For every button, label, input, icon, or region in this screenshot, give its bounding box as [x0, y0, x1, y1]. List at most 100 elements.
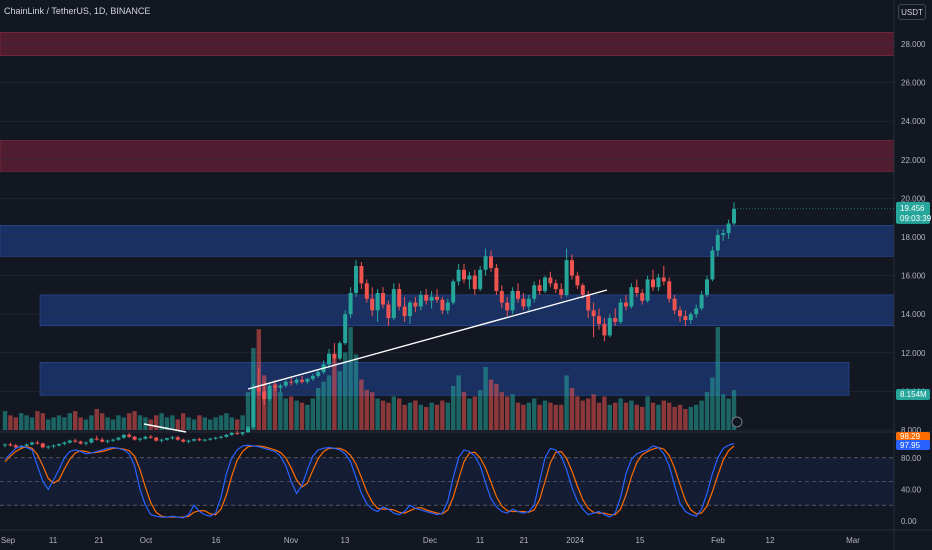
candle-body	[613, 318, 618, 322]
volume-bar	[89, 415, 94, 430]
candle-body	[391, 289, 396, 319]
chart-title: ChainLink / TetherUS, 1D, BINANCE	[4, 6, 151, 16]
candle-body	[143, 436, 148, 439]
volume-bar	[575, 396, 580, 430]
candle-body	[40, 443, 45, 448]
candle-body	[402, 306, 407, 317]
candle-body	[694, 308, 699, 315]
candle-body	[672, 298, 677, 311]
candle-body	[127, 434, 132, 437]
zone-red-1	[0, 140, 895, 172]
candle-body	[186, 440, 191, 442]
candle-body	[726, 223, 731, 234]
x-tick-label: 12	[766, 536, 775, 545]
candle-body	[332, 353, 337, 359]
candle-body	[489, 256, 493, 268]
volume-bar	[731, 390, 737, 430]
candle-body	[30, 442, 34, 445]
zones-layer	[0, 32, 895, 396]
volume-bar	[326, 375, 332, 430]
candle-body	[435, 296, 439, 300]
candle-body	[148, 436, 153, 438]
volume-bar	[159, 413, 164, 430]
flash-icon	[731, 416, 743, 428]
price-tag-box	[896, 201, 930, 224]
candle-body	[483, 256, 488, 270]
price-tag-value: 19.456	[900, 204, 925, 213]
candle-body	[386, 304, 391, 319]
volume-bar	[472, 396, 477, 430]
candle-body	[8, 444, 13, 446]
volume-bar	[19, 413, 24, 430]
candle-body	[310, 375, 315, 379]
volume-bar	[413, 400, 418, 430]
candle-body	[607, 318, 612, 336]
candle-body	[445, 302, 450, 311]
candle-body	[94, 438, 99, 440]
candle-body	[219, 436, 223, 438]
volume-bar	[677, 404, 683, 430]
candle-body	[13, 445, 18, 448]
candle-body	[354, 265, 358, 293]
candle-body	[35, 442, 40, 444]
volume-bar	[494, 383, 499, 430]
candle-body	[597, 316, 601, 324]
volume-bar	[40, 413, 45, 430]
candle-body	[510, 291, 515, 311]
volume-bar	[283, 398, 288, 430]
candle-body	[521, 298, 526, 307]
candle-body	[645, 279, 650, 301]
volume-bar	[218, 415, 224, 430]
candle-body	[602, 323, 607, 336]
volume-bar	[175, 419, 180, 430]
volume-bar	[499, 392, 504, 430]
candle-body	[370, 298, 375, 311]
volume-bar	[375, 398, 380, 430]
candle-body	[208, 438, 213, 440]
candle-body	[618, 302, 623, 322]
volume-bar	[13, 417, 18, 430]
currency-button[interactable]: USDT	[898, 4, 926, 20]
candle-body	[62, 442, 67, 444]
candle-body	[543, 277, 547, 292]
candle-body	[192, 439, 196, 441]
volume-bar	[483, 367, 488, 430]
candle-body	[67, 440, 72, 443]
y-tick-label: 18.000	[901, 233, 926, 242]
volume-bar	[127, 413, 132, 430]
volume-bar	[197, 415, 202, 430]
volume-bar	[137, 415, 143, 430]
candle-body	[580, 285, 585, 295]
stoch-k-tag-box	[896, 440, 930, 450]
candle-body	[591, 310, 596, 317]
volume-bar	[213, 417, 218, 430]
volume-bar	[2, 411, 8, 430]
volume-bar	[35, 411, 40, 430]
volume-bar	[559, 404, 564, 430]
axis-layer: 28.000 26.000 24.000 22.000 20.000 18.000 16.0…	[1, 40, 926, 545]
candle-body	[721, 233, 726, 236]
candle-body	[505, 302, 510, 311]
candle-body	[656, 277, 661, 288]
stoch-k-tag-value: 97.95	[900, 441, 921, 450]
candle-layer	[3, 202, 736, 450]
x-tick-label: Feb	[711, 536, 725, 545]
x-tick-label: 11	[476, 536, 485, 545]
volume-bar	[278, 392, 283, 430]
candle-body	[165, 438, 169, 440]
volume-bar	[461, 392, 467, 430]
candle-body	[661, 277, 666, 282]
candle-body	[408, 302, 412, 317]
y-tick-label: 12.000	[901, 349, 926, 358]
y-tick-label: 24.000	[901, 117, 926, 126]
candle-body	[170, 437, 175, 439]
volume-bar	[623, 402, 629, 430]
volume-bar	[488, 379, 494, 430]
candle-body	[499, 291, 504, 303]
volume-bar	[202, 417, 207, 430]
candle-body	[678, 310, 682, 317]
candle-body	[381, 292, 385, 305]
volume-bar	[661, 400, 666, 430]
candle-body	[246, 427, 250, 433]
